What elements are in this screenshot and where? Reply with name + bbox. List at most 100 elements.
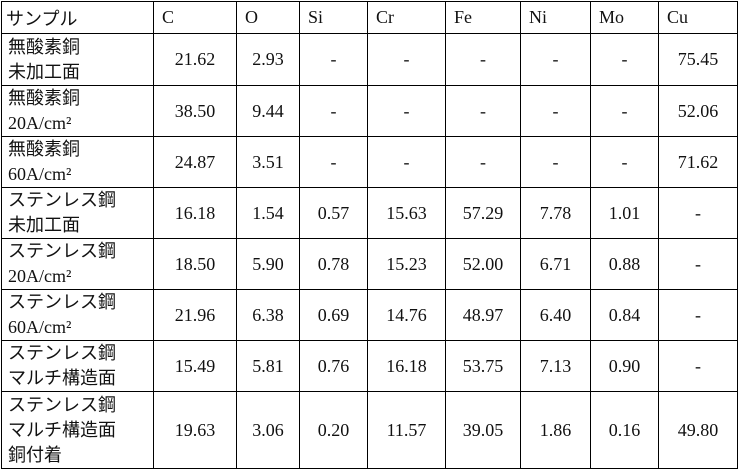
sample-cell: 無酸素銅 20A/cm²: [1, 85, 154, 137]
value-cell: -: [658, 289, 738, 341]
table-row: ステンレス鋼 マルチ構造面 15.49 5.81 0.76 16.18 53.75 7.13 0…: [1, 340, 738, 392]
value-cell: -: [658, 238, 738, 290]
value-cell: 24.87: [153, 136, 237, 188]
value-cell: 52.06: [658, 85, 738, 137]
sample-cell: ステンレス鋼 マルチ構造面 銅付着: [1, 391, 154, 469]
value-cell: -: [445, 85, 521, 137]
value-cell: -: [658, 340, 738, 392]
sample-line: ステンレス鋼: [8, 343, 116, 363]
value-cell: 6.40: [520, 289, 591, 341]
sample-line: ステンレス鋼: [8, 190, 116, 210]
value-cell: 71.62: [658, 136, 738, 188]
value-cell: 15.63: [367, 187, 446, 239]
sample-line: マルチ構造面: [8, 419, 116, 440]
value-cell: 57.29: [445, 187, 521, 239]
value-cell: 14.76: [367, 289, 446, 341]
value-cell: 38.50: [153, 85, 237, 137]
table-row: 無酸素銅 未加工面 21.62 2.93- - - - -75.45: [1, 33, 738, 86]
sample-line: ステンレス鋼: [8, 241, 116, 261]
header-cell: Si: [299, 1, 368, 34]
sample-line: 未加工面: [8, 215, 80, 235]
sample-line: 無酸素銅: [8, 36, 80, 57]
value-cell: -: [367, 136, 446, 188]
header-cell: Cr: [367, 1, 446, 34]
value-cell: 1.01: [590, 187, 659, 239]
value-cell: 2.93: [236, 33, 300, 86]
sample-line: マルチ構造面: [8, 368, 116, 388]
value-cell: -: [299, 33, 368, 86]
value-cell: 6.38: [236, 289, 300, 341]
value-cell: 5.90: [236, 238, 300, 290]
value-cell: -: [520, 85, 591, 137]
value-cell: 16.18: [367, 340, 446, 392]
sample-line: 20A/cm²: [8, 266, 72, 286]
sample-line: 未加工面: [8, 61, 80, 82]
value-cell: 21.96: [153, 289, 237, 341]
table-row: ステンレス鋼 未加工面 16.18 1.54 0.57 15.63 57.29 7.78 1.0…: [1, 187, 738, 239]
table-row: ステンレス鋼 マルチ構造面 銅付着 19.63 3.06 0.20 11.57 39.05 1.…: [1, 391, 738, 469]
sample-cell: ステンレス鋼 60A/cm²: [1, 289, 154, 341]
sample-cell: ステンレス鋼 20A/cm²: [1, 238, 154, 290]
table-row: ステンレス鋼 60A/cm² 21.96 6.38 0.69 14.76 48.97 6.40…: [1, 289, 738, 341]
value-cell: 48.97: [445, 289, 521, 341]
sample-line: ステンレス鋼: [8, 394, 116, 415]
value-cell: 49.80: [658, 391, 738, 469]
value-cell: 0.16: [590, 391, 659, 469]
sample-line: 無酸素銅: [8, 139, 80, 159]
value-cell: -: [658, 187, 738, 239]
value-cell: 53.75: [445, 340, 521, 392]
table-body: 無酸素銅 未加工面 21.62 2.93- - - - -75.45 無酸素銅 20A/cm² 38…: [1, 33, 738, 469]
header-row: サンプル C O Si Cr Fe Ni Mo Cu: [1, 1, 738, 34]
header-cell: サンプル: [1, 1, 154, 34]
value-cell: 3.51: [236, 136, 300, 188]
value-cell: -: [445, 136, 521, 188]
value-cell: 1.54: [236, 187, 300, 239]
value-cell: 0.57: [299, 187, 368, 239]
sample-line: ステンレス鋼: [8, 292, 116, 312]
value-cell: 0.90: [590, 340, 659, 392]
value-cell: -: [299, 85, 368, 137]
value-cell: 0.69: [299, 289, 368, 341]
value-cell: 1.86: [520, 391, 591, 469]
header-cell: C: [153, 1, 237, 34]
header-cell: O: [236, 1, 300, 34]
value-cell: 15.23: [367, 238, 446, 290]
value-cell: 0.84: [590, 289, 659, 341]
value-cell: 7.78: [520, 187, 591, 239]
value-cell: 3.06: [236, 391, 300, 469]
sample-cell: ステンレス鋼 未加工面: [1, 187, 154, 239]
value-cell: 5.81: [236, 340, 300, 392]
value-cell: 52.00: [445, 238, 521, 290]
sample-cell: 無酸素銅 60A/cm²: [1, 136, 154, 188]
value-cell: 9.44: [236, 85, 300, 137]
value-cell: 0.20: [299, 391, 368, 469]
table-row: 無酸素銅 20A/cm² 38.50 9.44- - - - -52.06: [1, 85, 738, 137]
header-cell: Mo: [590, 1, 659, 34]
value-cell: 6.71: [520, 238, 591, 290]
sample-cell: 無酸素銅 未加工面: [1, 33, 154, 86]
value-cell: -: [367, 33, 446, 86]
sample-line: 銅付着: [8, 444, 62, 465]
value-cell: -: [520, 136, 591, 188]
table-row: 無酸素銅 60A/cm² 24.87 3.51- - - - -71.62: [1, 136, 738, 188]
sample-cell: ステンレス鋼 マルチ構造面: [1, 340, 154, 392]
value-cell: -: [520, 33, 591, 86]
value-cell: 21.62: [153, 33, 237, 86]
value-cell: 15.49: [153, 340, 237, 392]
value-cell: 7.13: [520, 340, 591, 392]
sample-line: 60A/cm²: [8, 164, 72, 184]
value-cell: -: [445, 33, 521, 86]
header-cell: Fe: [445, 1, 521, 34]
sample-line: 60A/cm²: [8, 317, 72, 337]
value-cell: 75.45: [658, 33, 738, 86]
value-cell: 0.88: [590, 238, 659, 290]
value-cell: 39.05: [445, 391, 521, 469]
value-cell: 18.50: [153, 238, 237, 290]
table-row: ステンレス鋼 20A/cm² 18.50 5.90 0.78 15.23 52.00 6.71…: [1, 238, 738, 290]
value-cell: -: [590, 85, 659, 137]
value-cell: 19.63: [153, 391, 237, 469]
value-cell: -: [590, 33, 659, 86]
value-cell: -: [299, 136, 368, 188]
